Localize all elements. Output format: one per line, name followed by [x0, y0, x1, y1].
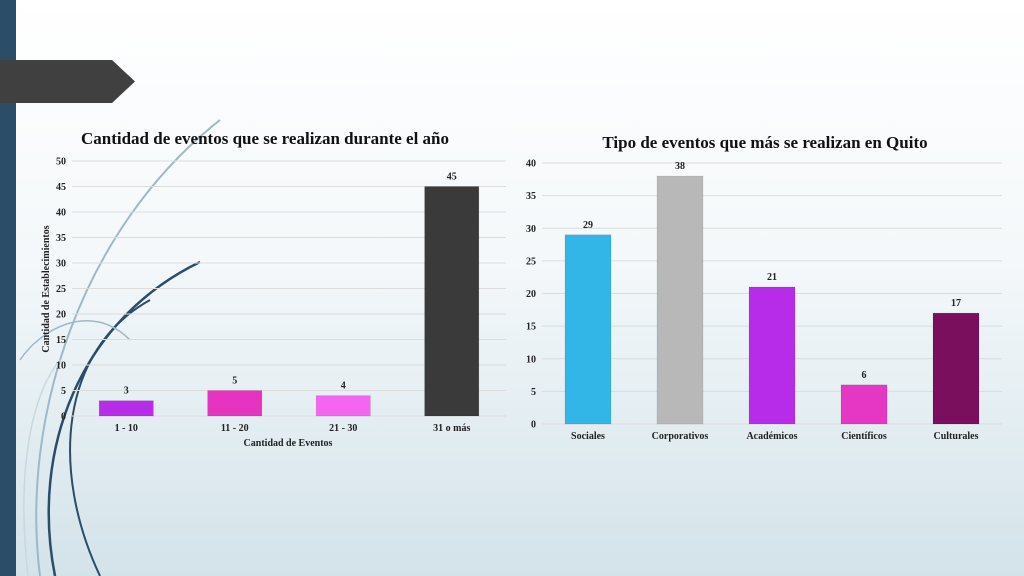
y-tick-label: 40	[56, 208, 66, 219]
y-tick-label: 5	[61, 386, 66, 397]
decorative-curves	[19, 119, 221, 576]
chart-title: Cantidad de eventos que se realizan dura…	[81, 129, 449, 148]
x-tick-label: Corporativos	[652, 431, 709, 442]
y-tick-label: 10	[526, 354, 536, 365]
y-tick-label: 20	[56, 310, 66, 321]
bar	[98, 400, 154, 417]
y-tick-label: 25	[56, 284, 66, 295]
data-label: 38	[675, 161, 685, 172]
y-tick-label: 50	[56, 157, 66, 168]
x-tick-label: 11 - 20	[221, 423, 249, 434]
y-tick-label: 15	[56, 335, 66, 346]
bar	[840, 384, 888, 425]
bar	[207, 390, 263, 417]
data-label: 5	[232, 376, 237, 387]
x-tick-label: Académicos	[746, 431, 797, 442]
data-label: 6	[862, 370, 867, 381]
x-tick-label: Culturales	[934, 431, 979, 442]
bar	[424, 186, 480, 417]
x-tick-label: Sociales	[571, 431, 605, 442]
bar	[748, 286, 796, 425]
bar	[315, 395, 371, 417]
y-tick-label: 25	[526, 256, 536, 267]
bar	[932, 312, 980, 425]
y-tick-label: 5	[531, 387, 536, 398]
y-tick-label: 20	[526, 289, 536, 300]
y-tick-label: 0	[61, 412, 66, 423]
y-tick-label: 40	[526, 159, 536, 170]
x-tick-label: 31 o más	[433, 423, 470, 434]
x-tick-label: 21 - 30	[329, 423, 357, 434]
y-tick-label: 0	[531, 420, 536, 431]
data-label: 45	[447, 172, 457, 183]
data-label: 21	[767, 272, 777, 283]
y-axis-title: Cantidad de Establecimientos	[41, 225, 52, 352]
y-tick-label: 10	[56, 361, 66, 372]
y-tick-label: 45	[56, 182, 66, 193]
y-tick-label: 30	[526, 224, 536, 235]
y-tick-label: 15	[526, 322, 536, 333]
x-tick-label: 1 - 10	[115, 423, 138, 434]
data-label: 29	[583, 220, 593, 231]
chart-title: Tipo de eventos que más se realizan en Q…	[602, 133, 927, 152]
y-tick-label: 30	[56, 259, 66, 270]
x-tick-label: Científicos	[841, 431, 887, 442]
sidebar-accent-bar	[0, 0, 16, 576]
x-axis-title: Cantidad de Eventos	[244, 438, 333, 449]
bar	[564, 234, 612, 425]
data-label: 3	[124, 386, 129, 397]
y-tick-label: 35	[526, 191, 536, 202]
data-label: 17	[951, 298, 961, 309]
bar	[656, 175, 704, 425]
data-label: 4	[341, 381, 346, 392]
y-tick-label: 35	[56, 233, 66, 244]
title-tab-shape	[0, 60, 135, 103]
